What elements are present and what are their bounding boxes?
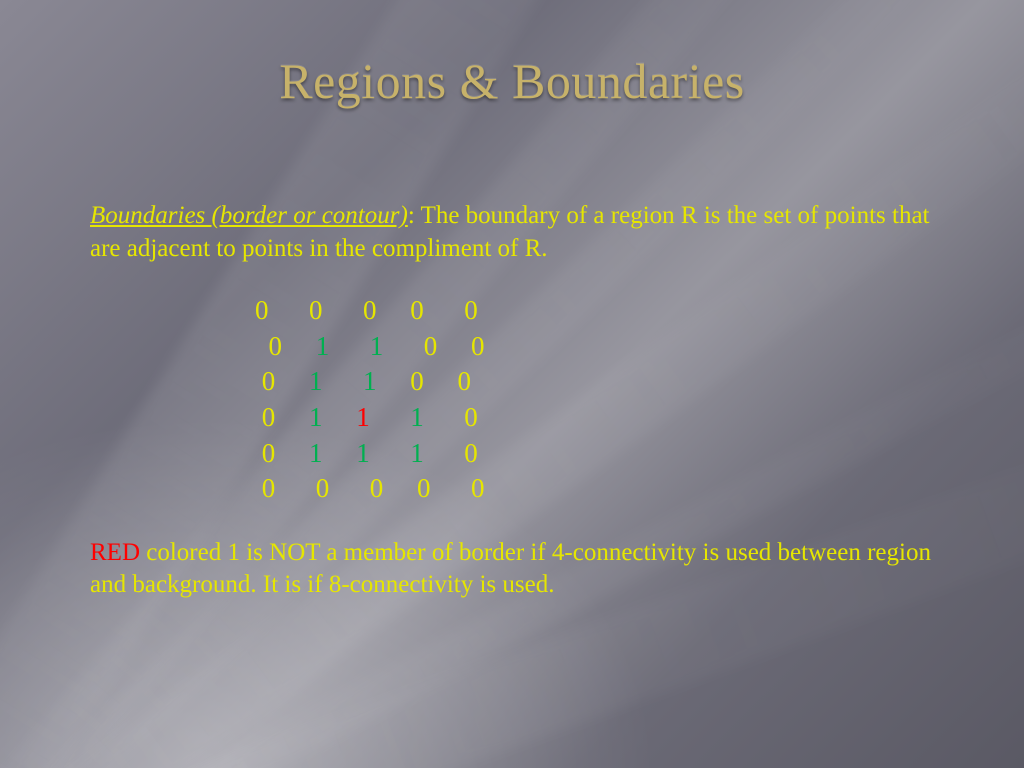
matrix-cell: 0 [458, 366, 472, 396]
matrix-cell [383, 473, 417, 503]
matrix-cell: 0 [464, 438, 478, 468]
matrix-cell [323, 366, 364, 396]
matrix-cell [377, 295, 411, 325]
matrix-row: 0 0 0 0 0 [255, 293, 934, 329]
matrix-cell [275, 402, 309, 432]
matrix-cell: 1 [410, 402, 424, 432]
footnote-red-word: RED [90, 539, 140, 566]
matrix-cell [424, 295, 465, 325]
definition-term: Boundaries (border or contour) [90, 202, 408, 229]
matrix-cell: 0 [262, 366, 276, 396]
definition-colon: : [408, 202, 415, 229]
footnote-block: RED colored 1 is NOT a member of border … [90, 537, 934, 602]
matrix-cell [275, 473, 316, 503]
matrix-cell [424, 402, 465, 432]
matrix-cell: 0 [269, 331, 283, 361]
matrix-row: 0 1 1 1 0 [255, 436, 934, 472]
matrix-cell [437, 331, 471, 361]
matrix-cell [370, 438, 411, 468]
matrix-cell: 0 [424, 331, 438, 361]
matrix-cell [269, 295, 310, 325]
matrix-cell: 1 [410, 438, 424, 468]
matrix-cell [323, 402, 357, 432]
definition-block: Boundaries (border or contour): The boun… [90, 200, 934, 265]
matrix-cell: 0 [464, 402, 478, 432]
slide-title: Regions & Boundaries [0, 52, 1024, 110]
matrix-cell [424, 438, 465, 468]
matrix-cell [431, 473, 472, 503]
matrix-cell: 0 [262, 438, 276, 468]
matrix-cell [329, 331, 370, 361]
matrix-cell: 0 [363, 295, 377, 325]
matrix-cell: 1 [316, 331, 330, 361]
matrix-cell [323, 438, 357, 468]
matrix-cell: 1 [309, 438, 323, 468]
matrix-block: 0 0 0 0 0 0 1 1 0 0 0 1 1 0 0 0 1 1 1 0 … [255, 293, 934, 507]
matrix-cell: 1 [356, 438, 370, 468]
matrix-cell [329, 473, 370, 503]
matrix-row: 0 1 1 1 0 [255, 400, 934, 436]
matrix-cell [323, 295, 364, 325]
matrix-row: 0 1 1 0 0 [255, 364, 934, 400]
matrix-cell [255, 331, 269, 361]
matrix-cell: 0 [262, 402, 276, 432]
matrix-cell: 0 [309, 295, 323, 325]
matrix-cell [255, 366, 262, 396]
matrix-cell: 0 [417, 473, 431, 503]
matrix-cell: 0 [316, 473, 330, 503]
matrix-cell: 1 [370, 331, 384, 361]
footnote-rest: colored 1 is NOT a member of border if 4… [90, 539, 931, 599]
matrix-cell: 0 [471, 331, 485, 361]
matrix-cell: 0 [255, 295, 269, 325]
matrix-cell [370, 402, 411, 432]
matrix-cell: 0 [464, 295, 478, 325]
matrix-cell: 1 [309, 366, 323, 396]
matrix-cell [424, 366, 458, 396]
matrix-cell [377, 366, 411, 396]
matrix-cell: 1 [363, 366, 377, 396]
matrix-cell: 0 [410, 366, 424, 396]
matrix-cell: 0 [410, 295, 424, 325]
matrix-row: 0 0 0 0 0 [255, 471, 934, 507]
matrix-cell [255, 473, 262, 503]
matrix-cell [383, 331, 424, 361]
matrix-cell: 1 [356, 402, 370, 432]
matrix-row: 0 1 1 0 0 [255, 329, 934, 365]
matrix-cell [255, 402, 262, 432]
matrix-cell [275, 366, 309, 396]
matrix-cell [282, 331, 316, 361]
matrix-cell [255, 438, 262, 468]
slide-content: Boundaries (border or contour): The boun… [90, 200, 934, 602]
matrix-cell: 1 [309, 402, 323, 432]
matrix-cell: 0 [370, 473, 384, 503]
matrix-cell: 0 [262, 473, 276, 503]
matrix-cell: 0 [471, 473, 485, 503]
matrix-cell [275, 438, 309, 468]
